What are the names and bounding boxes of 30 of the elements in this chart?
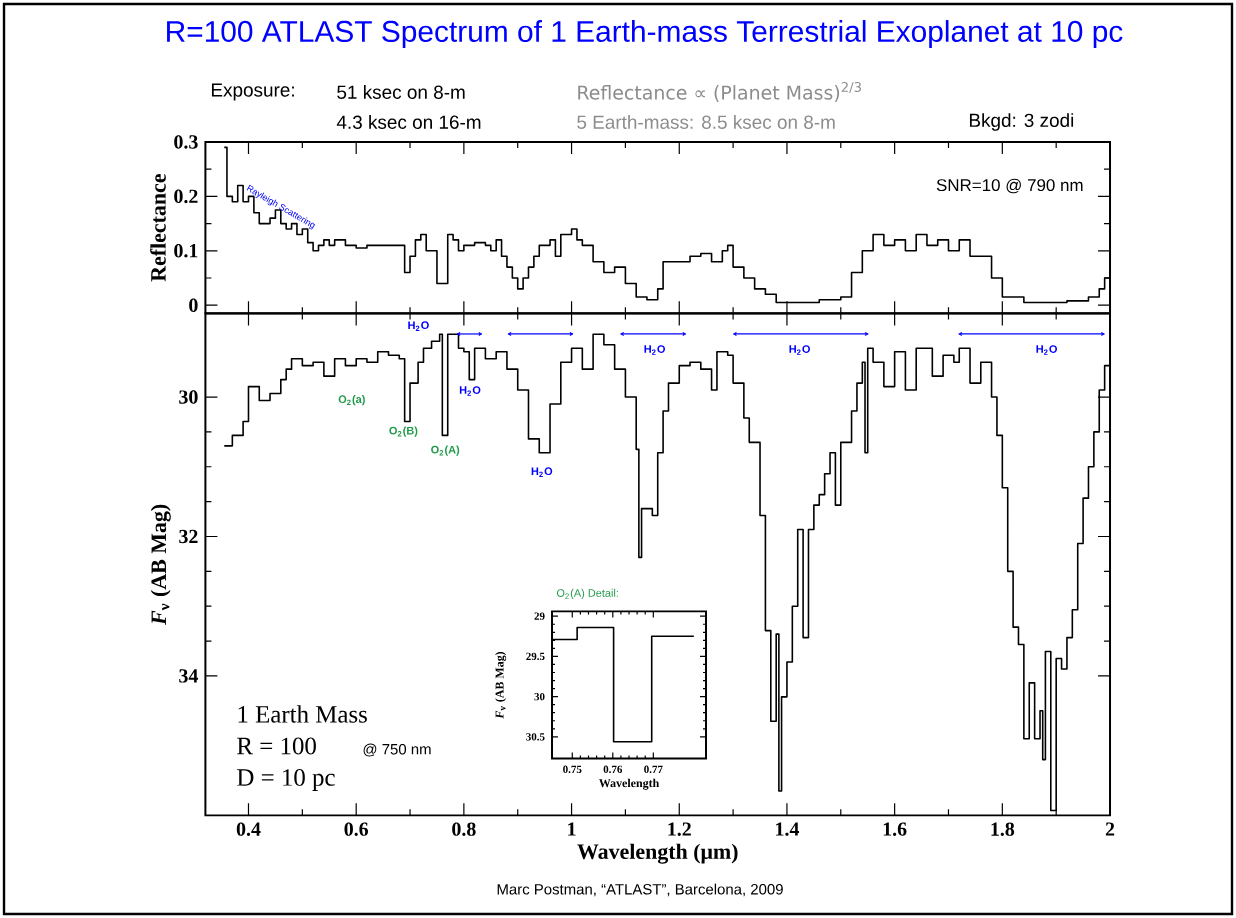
y-tick-label: 30 (179, 390, 198, 404)
text: 5 Earth-mass: 8.5 ksec on 8-m (577, 115, 835, 129)
y-tick-label: 32 (179, 529, 198, 544)
text: Reflectance ∝ (Planet Mass)$^{2/3}$ (578, 82, 862, 102)
x-tick-label: 1.8 (991, 822, 1015, 836)
y-axis-title: Reflectance (150, 174, 166, 282)
text: Exposure: (211, 83, 294, 101)
y-tick-label: 0.1 (174, 244, 198, 258)
x-tick-label: 2 (1105, 822, 1115, 836)
x-tick-label: 0.6 (344, 822, 369, 836)
x-tick-label: 0.8 (452, 822, 476, 836)
annotation: R = 100 (237, 737, 316, 755)
y-tick-label: 0.2 (174, 189, 198, 204)
y-tick-label: 0.3 (174, 135, 198, 149)
annotation: SNR=10 @ 790 nm (936, 178, 1083, 194)
text: 51 ksec on 8-m (337, 85, 465, 99)
chart-title: R=100 ATLAST Spectrum of 1 Earth-mass Terrestrial Exoplanet at 10 pc (167, 20, 1123, 48)
x-tick-label: 1 (568, 822, 576, 836)
text: Bkgd: 3 zodi (969, 113, 1074, 131)
text: 4.3 ksec on 16-m (336, 115, 481, 129)
x-tick-label: 1.4 (776, 822, 800, 836)
x-tick-label: 0.4 (236, 822, 261, 836)
y-axis-title: F$_{ν}$ (AB Mag) (150, 504, 171, 625)
x-axis-title: Wavelength (μm) (577, 843, 738, 864)
x-tick-label: 1.2 (668, 822, 691, 836)
annotation: D = 10 pc (237, 769, 335, 791)
x-tick-label: 1.6 (883, 822, 907, 836)
y-tick-label: 0 (189, 298, 198, 312)
annotation: 1 Earth Mass (238, 705, 367, 723)
y-tick-label: 34 (179, 669, 199, 683)
